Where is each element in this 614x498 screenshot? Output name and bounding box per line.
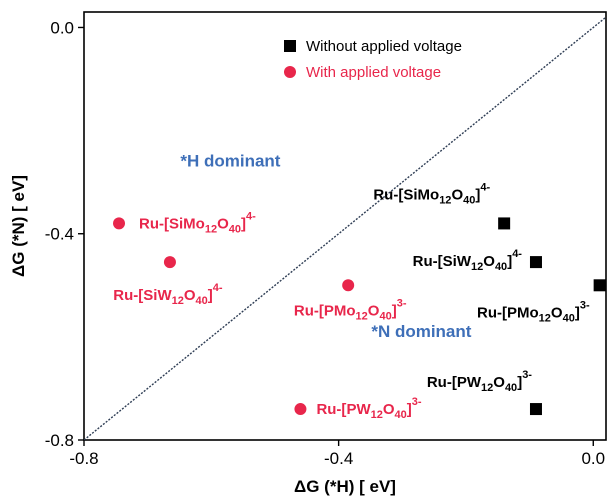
x-tick-label: -0.8 — [69, 449, 98, 468]
data-point-square — [529, 403, 542, 416]
x-tick-label: -0.4 — [324, 449, 353, 468]
legend-entry-label: With applied voltage — [306, 64, 441, 81]
data-point-circle — [342, 279, 355, 292]
data-point-square — [529, 256, 542, 269]
point-label: Ru-[SiW12O40]4- — [413, 248, 523, 273]
data-point-square — [498, 217, 511, 230]
y-axis-title: ΔG (*N) [ eV] — [9, 175, 28, 277]
data-points — [113, 217, 606, 416]
point-label: Ru-[SiMo12O40]4- — [373, 181, 490, 206]
region-annotation: *H dominant — [180, 152, 280, 171]
region-annotation: *N dominant — [371, 322, 471, 341]
legend-marker-circle — [284, 66, 296, 78]
legend: Without applied voltage With applied volt… — [284, 38, 462, 81]
data-point-circle — [294, 403, 307, 416]
plot-frame — [83, 11, 607, 441]
region-annotations: *H dominant *N dominant — [180, 152, 471, 341]
point-label: Ru-[SiMo12O40]4- — [139, 210, 256, 235]
point-label: Ru-[PMo12O40]3- — [477, 299, 590, 324]
legend-entry-label: Without applied voltage — [306, 38, 462, 55]
legend-marker-square — [284, 40, 296, 52]
data-point-circle — [113, 217, 126, 230]
data-point-circle — [163, 256, 176, 269]
point-label: Ru-[PMo12O40]3- — [294, 297, 407, 322]
point-label: Ru-[SiW12O40]4- — [113, 282, 223, 307]
y-tick-label: -0.8 — [45, 431, 74, 450]
x-tick-label: 0.0 — [581, 449, 605, 468]
point-label: Ru-[PW12O40]3- — [427, 369, 532, 394]
y-tick-label: 0.0 — [50, 18, 74, 37]
x-axis-title: ΔG (*H) [ eV] — [294, 477, 396, 496]
point-labels: Ru-[SiMo12O40]4-Ru-[SiW12O40]4-Ru-[PMo12… — [113, 181, 590, 421]
y-tick-label: -0.4 — [45, 225, 74, 244]
data-point-square — [593, 279, 606, 292]
plot-border — [83, 11, 607, 441]
point-label: Ru-[PW12O40]3- — [316, 396, 421, 421]
axis-ticks: -0.8 -0.4 0.0 0.0 -0.4 -0.8 — [45, 18, 605, 468]
